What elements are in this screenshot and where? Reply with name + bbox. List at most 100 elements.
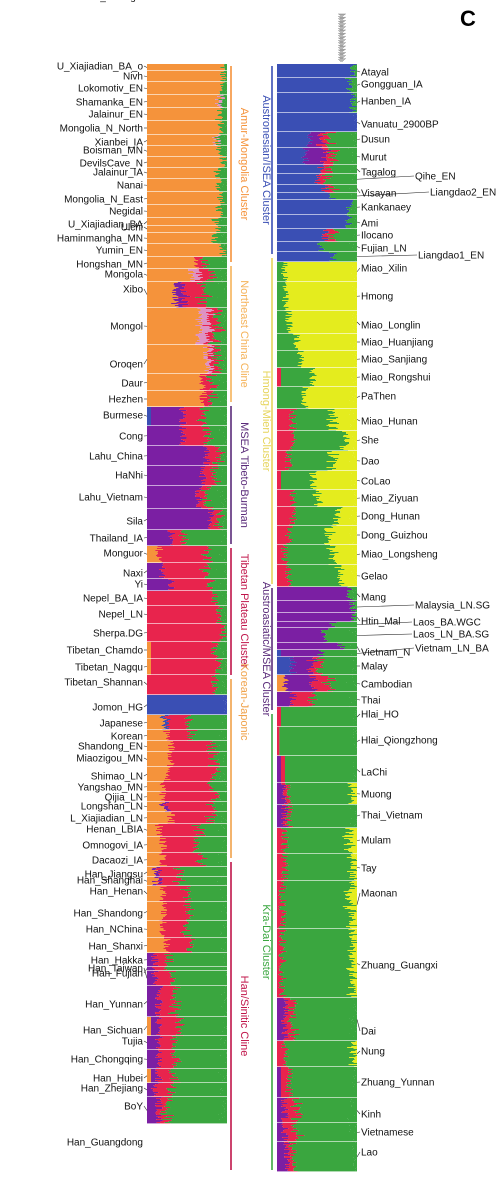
ancestry-segment-green xyxy=(220,648,227,649)
ancestry-segment-green xyxy=(217,189,227,190)
ancestry-segment-red xyxy=(151,666,220,667)
ancestry-segment-orange xyxy=(147,127,223,128)
ancestry-segment-green xyxy=(167,965,227,966)
ancestry-segment-pink xyxy=(215,103,219,104)
ancestry-segment-red xyxy=(212,341,222,342)
ancestry-segment-green xyxy=(277,292,288,293)
ancestry-segment-blue xyxy=(277,247,320,248)
ancestry-segment-orange xyxy=(147,224,217,225)
ancestry-segment-purple xyxy=(147,428,187,429)
ancestry-segment-yellow xyxy=(298,352,355,353)
ancestry-segment-green xyxy=(211,476,222,477)
ancestry-segment-green xyxy=(226,125,227,126)
ancestry-segment-red xyxy=(165,859,202,860)
ancestry-segment-orange xyxy=(147,1079,151,1080)
ancestry-segment-red xyxy=(195,273,210,274)
ancestry-segment-red xyxy=(147,610,217,611)
ancestry-segment-purple xyxy=(151,418,184,419)
ancestry-segment-red xyxy=(200,377,207,378)
ancestry-segment-yellow xyxy=(283,262,357,263)
ancestry-segment-yellow xyxy=(297,336,357,337)
ancestry-segment-green xyxy=(198,844,227,845)
ancestry-segment-orange xyxy=(147,194,220,195)
ancestry-segment-blue xyxy=(277,207,347,208)
ancestry-segment-red xyxy=(186,291,204,292)
ancestry-segment-green xyxy=(220,244,225,245)
ancestry-segment-green xyxy=(181,871,227,872)
ancestry-segment-red xyxy=(182,293,206,294)
ancestry-segment-red xyxy=(161,880,186,881)
ancestry-segment-green xyxy=(208,758,224,759)
ancestry-segment-yellow xyxy=(282,300,357,301)
ancestry-segment-green xyxy=(223,532,227,533)
ancestry-segment-orange xyxy=(147,917,164,918)
ancestry-segment-green xyxy=(277,273,282,274)
ancestry-segment-green xyxy=(277,288,284,289)
ancestry-segment-orange xyxy=(147,69,225,70)
ancestry-segment-green xyxy=(223,226,227,227)
ancestry-segment-pink xyxy=(198,313,209,314)
ancestry-segment-blue xyxy=(277,79,350,80)
ancestry-segment-green xyxy=(332,158,357,159)
ancestry-segment-green xyxy=(210,400,227,401)
ancestry-segment-green xyxy=(355,139,357,140)
ancestry-segment-green xyxy=(221,118,227,119)
ancestry-segment-green xyxy=(224,82,227,83)
ancestry-segment-pink xyxy=(207,361,212,362)
ancestry-segment-orange xyxy=(147,657,151,658)
ancestry-segment-orange xyxy=(147,84,221,85)
ancestry-segment-green xyxy=(216,233,225,234)
population-label: Shimao_LN xyxy=(91,772,143,783)
ancestry-segment-green xyxy=(172,881,218,882)
ancestry-segment-green xyxy=(355,100,357,101)
ancestry-segment-red xyxy=(322,169,332,170)
ancestry-segment-green xyxy=(327,152,353,153)
ancestry-segment-red xyxy=(194,258,203,259)
ancestry-segment-red xyxy=(158,1092,176,1093)
ancestry-segment-red xyxy=(165,891,191,892)
ancestry-segment-green xyxy=(226,419,227,420)
ancestry-segment-red xyxy=(211,361,215,362)
ancestry-segment-purple xyxy=(174,300,182,301)
population-label: Japanese xyxy=(100,719,144,730)
ancestry-segment-orange xyxy=(147,389,200,390)
ancestry-segment-yellow xyxy=(281,268,354,269)
ancestry-segment-green xyxy=(208,575,227,576)
ancestry-segment-green xyxy=(173,868,226,869)
ancestry-segment-red xyxy=(147,639,220,640)
ancestry-segment-orange xyxy=(147,110,217,111)
ancestry-segment-purple xyxy=(147,1052,162,1053)
ancestry-segment-green xyxy=(330,178,357,179)
ancestry-segment-orange xyxy=(147,79,226,80)
ancestry-segment-green xyxy=(165,957,224,958)
ancestry-segment-orange xyxy=(147,252,226,253)
ancestry-segment-red xyxy=(151,659,223,660)
ancestry-segment-green xyxy=(221,1088,227,1089)
ancestry-segment-green xyxy=(225,777,227,778)
ancestry-segment-green xyxy=(190,943,225,944)
ancestry-segment-green xyxy=(221,377,227,378)
ancestry-segment-orange xyxy=(147,170,221,171)
ancestry-segment-red xyxy=(147,619,221,620)
ancestry-segment-orange xyxy=(147,802,166,803)
ancestry-segment-blue xyxy=(147,420,151,421)
ancestry-segment-green xyxy=(223,71,227,72)
ancestry-segment-red xyxy=(156,1114,162,1115)
ancestry-segment-red xyxy=(199,488,211,489)
ancestry-segment-orange xyxy=(147,68,225,69)
ancestry-segment-red xyxy=(321,172,333,173)
ancestry-segment-red xyxy=(172,537,186,538)
ancestry-segment-green xyxy=(355,183,357,184)
ancestry-segment-red xyxy=(202,325,213,326)
population-label: Lahu_China xyxy=(89,452,143,463)
ancestry-segment-pink xyxy=(221,97,225,98)
ancestry-segment-green xyxy=(222,117,227,118)
ancestry-segment-green xyxy=(277,277,288,278)
ancestry-segment-orange xyxy=(147,175,216,176)
ancestry-segment-green xyxy=(212,561,227,562)
ancestry-segment-green xyxy=(327,234,355,235)
population-separator xyxy=(147,1049,227,1051)
ancestry-segment-red xyxy=(172,752,220,753)
ancestry-segment-green xyxy=(220,640,225,641)
ancestry-segment-orange xyxy=(147,246,220,247)
